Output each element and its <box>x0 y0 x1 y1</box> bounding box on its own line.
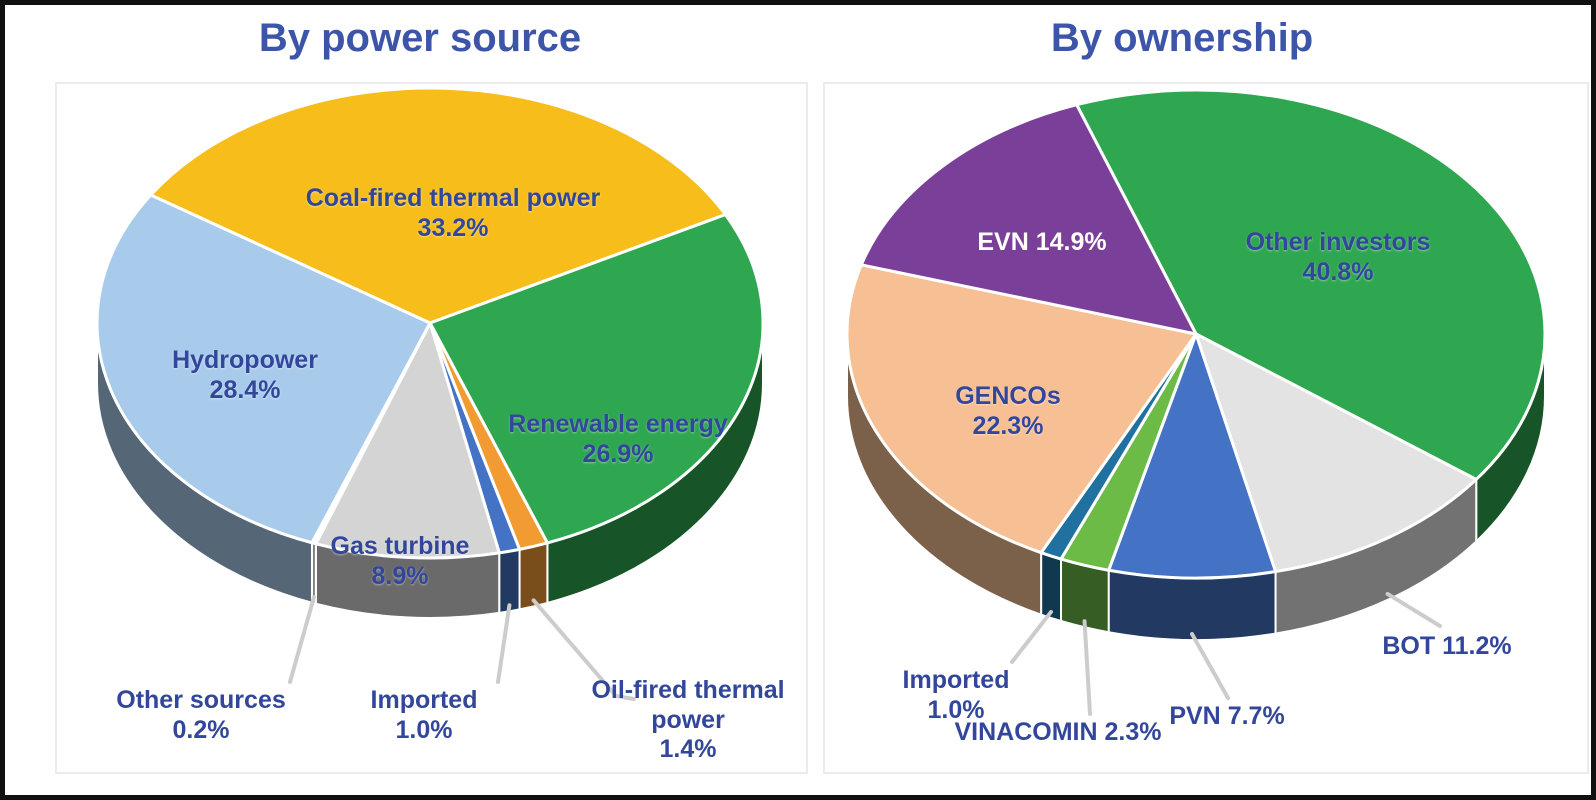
label-vinacomin: VINACOMIN 2.3% <box>955 718 1162 748</box>
label-coal-fired: Coal-fired thermal power 33.2% <box>306 184 601 243</box>
slice-bot <box>1194 332 1478 574</box>
label-evn: EVN 14.9% <box>977 228 1106 258</box>
slice-pvn <box>1107 332 1278 580</box>
label-bot-pct: 11.2% <box>1442 632 1512 660</box>
label-gas-turbine-name: Gas turbine <box>330 532 470 560</box>
leader-line-other-sources <box>288 595 316 684</box>
label-renewable-pct: 26.9% <box>582 439 654 468</box>
leader-line-vinacomin <box>1082 619 1092 716</box>
label-pvn-name: PVN <box>1169 702 1221 730</box>
label-oil-fired: Oil-fired thermal power 1.4% <box>591 676 786 765</box>
label-other-investors-name: Other investors <box>1245 228 1431 256</box>
slice-gencos <box>845 263 1198 555</box>
leader-line-imported <box>1010 609 1053 664</box>
label-coal-fired-pct: 33.2% <box>417 213 489 242</box>
label-pvn: PVN 7.7% <box>1169 702 1284 732</box>
label-other-sources-name: Other sources <box>116 686 286 714</box>
pie-by-ownership <box>845 88 1547 641</box>
label-oil-fired-pct: 1.4% <box>659 735 717 763</box>
label-other-sources: Other sources 0.2% <box>116 686 286 745</box>
label-renewable: Renewable energy 26.9% <box>508 410 728 469</box>
slice-hydropower <box>95 193 432 545</box>
label-hydropower-name: Hydropower <box>172 346 318 374</box>
label-vinacomin-pct: 2.3% <box>1104 718 1162 746</box>
leader-line-oil-fired-thermal-power <box>531 598 636 701</box>
slice-side-pvn <box>1107 569 1277 641</box>
label-evn-name: EVN <box>977 228 1029 256</box>
label-imported-right: Imported 1.0% <box>903 666 1010 725</box>
label-gencos: GENCOs 22.3% <box>955 382 1061 441</box>
label-oil-fired-name: Oil-fired thermal power <box>591 676 785 734</box>
label-imported-left-name: Imported <box>370 686 478 714</box>
label-other-investors: Other investors 40.8% <box>1246 228 1431 287</box>
label-hydropower-pct: 28.4% <box>209 375 281 404</box>
label-imported-right-name: Imported <box>902 666 1010 694</box>
slice-coal-fired-thermal-power <box>149 86 727 325</box>
label-imported-left: Imported 1.0% <box>371 686 478 745</box>
label-other-investors-pct: 40.8% <box>1302 257 1374 286</box>
label-hydropower: Hydropower 28.4% <box>172 346 318 405</box>
label-gencos-name: GENCOs <box>955 382 1061 410</box>
label-gas-turbine: Gas turbine 8.9% <box>331 532 470 591</box>
label-gencos-pct: 22.3% <box>972 411 1044 440</box>
label-bot-name: BOT <box>1382 632 1436 660</box>
leader-line-imported <box>496 603 512 684</box>
label-coal-fired-name: Coal-fired thermal power <box>305 184 601 212</box>
chart-title-by-power-source: By power source <box>258 16 582 60</box>
label-evn-pct: 14.9% <box>1035 228 1107 256</box>
label-renewable-name: Renewable energy <box>508 410 728 438</box>
label-imported-right-pct: 1.0% <box>927 695 985 724</box>
slice-other-investors <box>1075 88 1547 481</box>
slice-evn <box>859 103 1198 336</box>
chart-title-by-ownership: By ownership <box>1050 16 1314 60</box>
label-gas-turbine-pct: 8.9% <box>371 561 429 590</box>
slice-gas-turbine <box>314 321 501 560</box>
pie-by-power-source <box>95 86 765 619</box>
label-imported-left-pct: 1.0% <box>395 715 453 744</box>
label-other-sources-pct: 0.2% <box>172 715 230 744</box>
leader-line-pvn <box>1189 631 1230 700</box>
label-vinacomin-name: VINACOMIN <box>954 718 1098 746</box>
label-bot: BOT 11.2% <box>1382 632 1511 662</box>
leader-line-bot <box>1385 591 1442 628</box>
label-pvn-pct: 7.7% <box>1227 702 1285 730</box>
slice-renewable-energy <box>428 213 765 545</box>
